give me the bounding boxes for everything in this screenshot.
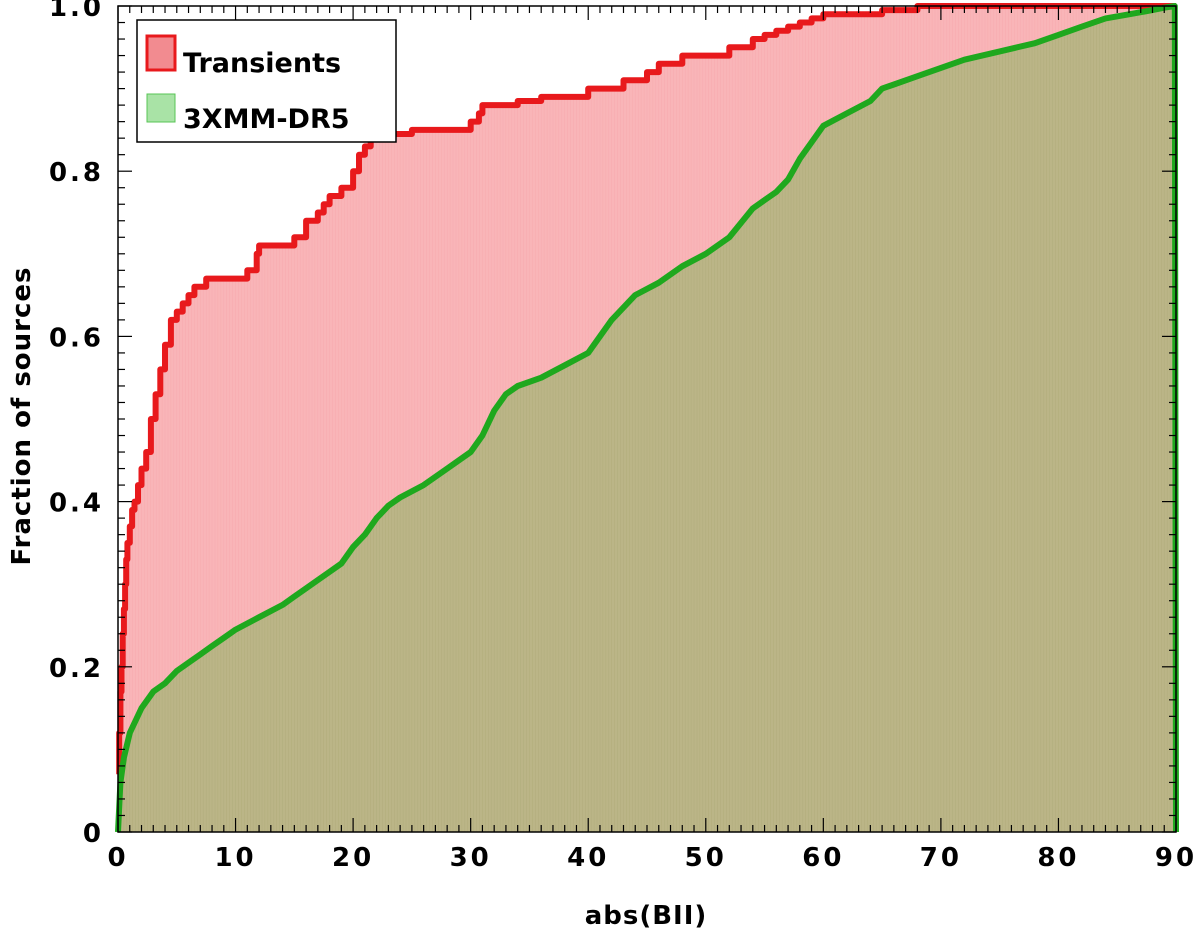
series-areas	[117, 6, 1177, 832]
y-axis-tick-labels: 0 0.2 0.4 0.6 0.8 1.0	[49, 0, 104, 849]
line-transients	[116, 3, 1176, 778]
y-tick-label: 0	[83, 819, 104, 849]
legend-swatch-3xmm	[146, 93, 176, 123]
x-tick-label: 60	[802, 843, 844, 873]
axis-ticks	[117, 5, 1177, 833]
legend-swatch-transients	[145, 34, 177, 72]
x-tick-label: 70	[920, 843, 962, 873]
x-tick-label: 30	[450, 843, 492, 873]
legend-label-transients: Transients	[183, 48, 341, 79]
series-lines	[115, 3, 1179, 833]
legend-box	[136, 19, 397, 143]
x-tick-label: 40	[567, 843, 609, 873]
x-tick-label: 80	[1037, 843, 1079, 873]
x-tick-label: 10	[214, 843, 256, 873]
x-tick-label: 50	[685, 843, 727, 873]
x-axis-tick-labels: 0 10 20 30 40 50 60 70 80 90	[107, 843, 1197, 873]
y-axis-title: Fraction of sources	[7, 266, 37, 565]
legend: Transients 3XMM-DR5	[136, 19, 397, 143]
x-tick-label: 90	[1155, 843, 1197, 873]
legend-label-3xmm: 3XMM-DR5	[183, 104, 350, 135]
y-tick-label: 0.8	[49, 158, 104, 188]
y-tick-label: 0.6	[49, 323, 104, 353]
y-tick-label: 1.0	[49, 0, 104, 23]
x-tick-label: 20	[332, 843, 374, 873]
line-3xmm-dr5	[115, 3, 1179, 833]
y-tick-label: 0.2	[49, 654, 104, 684]
y-tick-label: 0.4	[49, 489, 104, 519]
x-axis-title: abs(BII)	[585, 901, 708, 931]
x-tick-label: 0	[107, 843, 128, 873]
bin-hatch-1	[120, 6, 1174, 832]
